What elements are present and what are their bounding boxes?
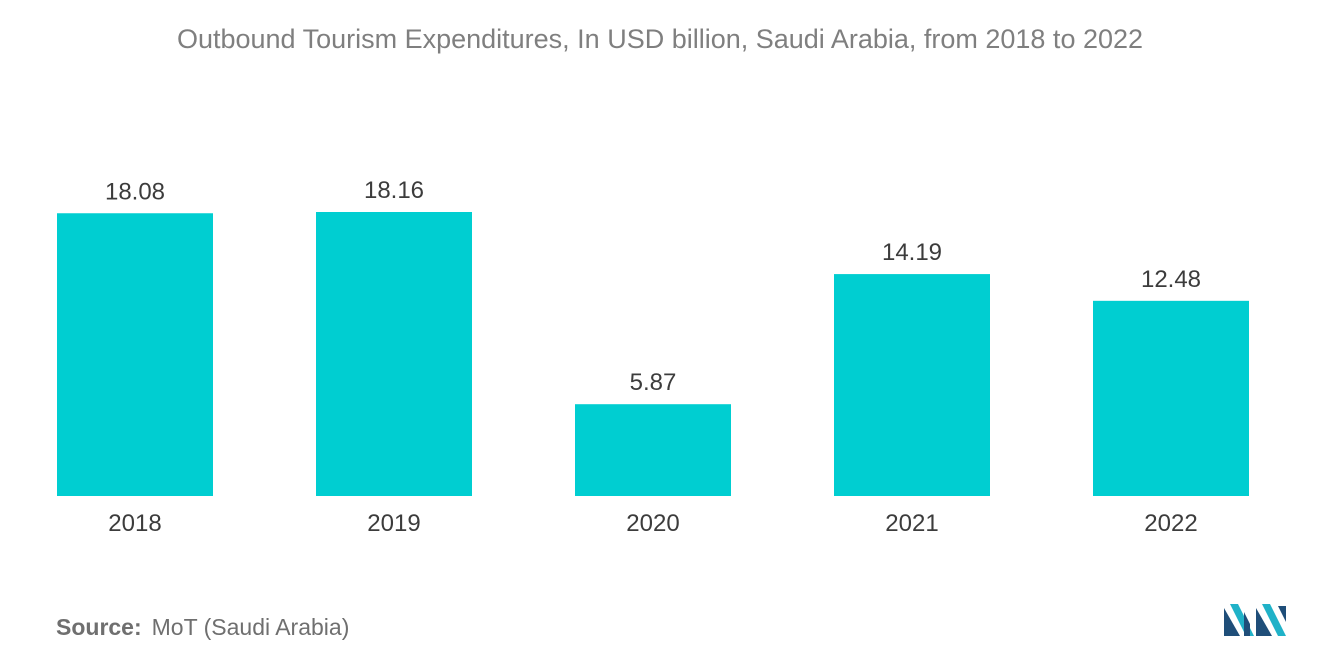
x-tick-label-2020: 2020 bbox=[626, 510, 679, 537]
bar-value-label-2018: 18.08 bbox=[105, 178, 165, 205]
bar-value-label-2020: 5.87 bbox=[630, 369, 677, 396]
x-tick-label-2022: 2022 bbox=[1144, 510, 1197, 537]
bars-layer bbox=[57, 212, 1249, 496]
bar-2021 bbox=[834, 274, 990, 496]
x-tick-label-2018: 2018 bbox=[108, 510, 161, 537]
bar-value-label-2022: 12.48 bbox=[1141, 266, 1201, 293]
x-tick-label-2021: 2021 bbox=[885, 510, 938, 537]
bar-value-label-2021: 14.19 bbox=[882, 239, 942, 266]
bar-2019 bbox=[316, 212, 472, 496]
bar-2018 bbox=[57, 213, 213, 496]
x-tick-label-2019: 2019 bbox=[367, 510, 420, 537]
labels-layer: 18.08 2018 18.16 2019 5.87 2020 14.19 2021 12.48… bbox=[105, 177, 1201, 537]
bar-value-label-2019: 18.16 bbox=[364, 177, 424, 204]
source-label: Source: bbox=[56, 614, 142, 640]
bar-2020 bbox=[575, 404, 731, 496]
source-text: MoT (Saudi Arabia) bbox=[151, 614, 350, 640]
mordor-intelligence-logo-icon bbox=[1224, 604, 1286, 636]
bar-2022 bbox=[1093, 300, 1249, 496]
chart-title: Outbound Tourism Expenditures, In USD bi… bbox=[176, 24, 1144, 54]
source-note: Source: MoT (Saudi Arabia) bbox=[56, 614, 349, 641]
